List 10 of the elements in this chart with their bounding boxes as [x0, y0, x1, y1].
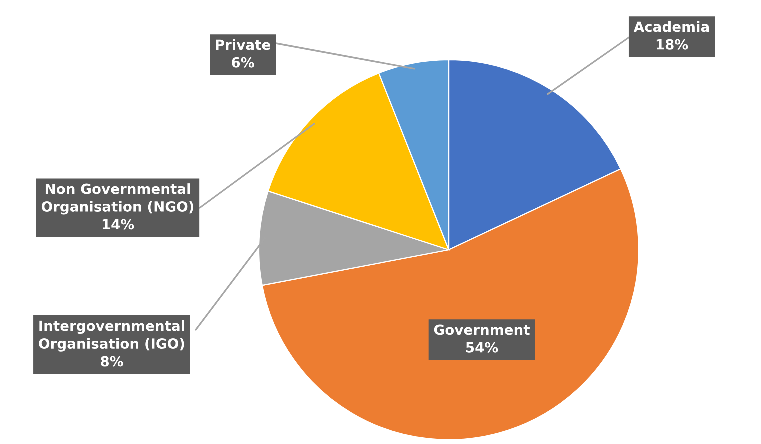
slice-label: Government	[434, 324, 530, 336]
slice-label: Intergovernmental Organisation (IGO)	[39, 320, 184, 352]
slice-label: Private	[216, 39, 270, 50]
data-label: 18%	[656, 39, 688, 50]
slice-label: Non Governmental Organisation (NGO)	[42, 184, 194, 215]
data-label: 54%	[466, 342, 498, 353]
data-label: 14%	[102, 219, 134, 230]
data-label: 6%	[232, 57, 254, 68]
data-label: 8%	[101, 356, 124, 367]
slice-label: Academia	[634, 21, 710, 32]
